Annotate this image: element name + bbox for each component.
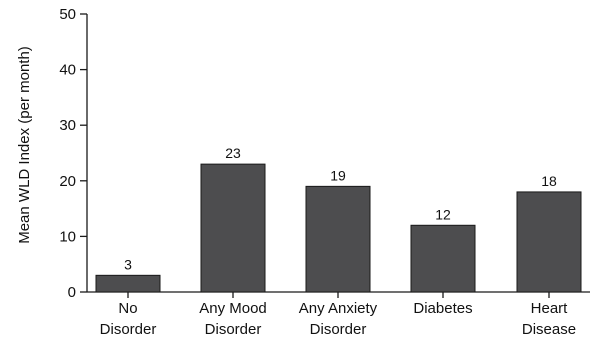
- bar-value-label: 12: [435, 206, 451, 222]
- x-category-label: Heart Disease: [522, 300, 576, 338]
- x-category-label: No Disorder: [100, 300, 157, 338]
- y-tick-label: 40: [59, 62, 76, 79]
- x-category-label-line: Disease: [522, 321, 576, 338]
- y-axis-title: Mean WLD Index (per month): [16, 46, 33, 244]
- x-category-label-line: Diabetes: [413, 300, 472, 317]
- bars: [95, 163, 582, 293]
- y-tick-label: 10: [59, 228, 76, 245]
- x-category-label-line: Any Mood: [199, 300, 267, 317]
- x-category-label: Any Anxiety Disorder: [299, 300, 378, 338]
- y-tick-label: 30: [59, 117, 76, 134]
- bar-value-label: 3: [124, 256, 132, 272]
- x-category-label: Any Mood Disorder: [199, 300, 267, 338]
- x-category-label: Diabetes: [413, 300, 472, 317]
- y-tick-label: 0: [68, 284, 76, 301]
- x-category-label-line: Any Anxiety: [299, 300, 378, 317]
- bar: [516, 191, 582, 293]
- x-category-label-line: Disorder: [205, 321, 262, 338]
- bar-value-label: 19: [330, 167, 346, 183]
- y-tick-label: 50: [59, 6, 76, 23]
- y-axis-title-group: Mean WLD Index (per month): [16, 46, 33, 244]
- bar-value-label: 18: [541, 173, 557, 189]
- x-category-label-line: Heart: [531, 300, 569, 317]
- bar: [305, 185, 371, 293]
- y-tick-label: 20: [59, 173, 76, 190]
- bar: [95, 274, 161, 293]
- x-category-label-line: Disorder: [310, 321, 367, 338]
- bar: [410, 224, 476, 293]
- bar: [200, 163, 266, 293]
- x-category-label-line: Disorder: [100, 321, 157, 338]
- x-category-label-line: No: [118, 300, 137, 317]
- bar-value-label: 23: [225, 145, 241, 161]
- axes: 0 10 20 30 40 50: [59, 6, 590, 301]
- labels: 3 No Disorder 23 Any Mood Disorder 19 Any Anxie…: [100, 145, 576, 338]
